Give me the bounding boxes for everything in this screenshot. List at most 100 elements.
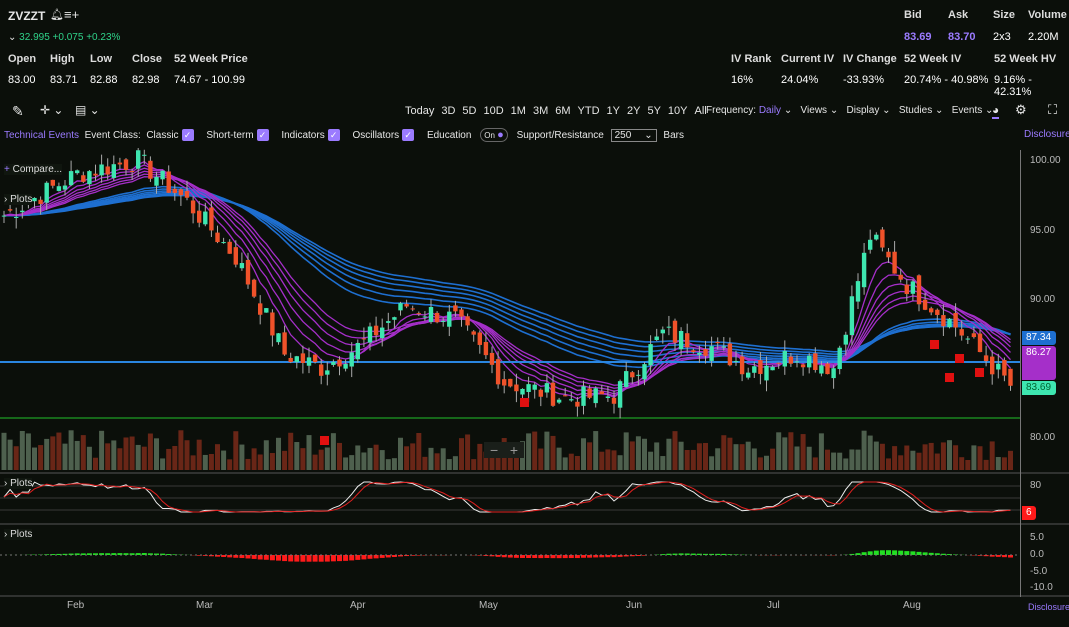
technical-events-link[interactable]: Technical Events (4, 130, 80, 141)
plots-toggle-osc[interactable]: › Plots (4, 478, 33, 489)
crosshair-icon[interactable]: ✛ ⌄ (40, 103, 64, 117)
range-6m[interactable]: 6M (555, 105, 571, 117)
plots-toggle-main[interactable]: › Plots (4, 194, 33, 205)
studies-dropdown[interactable]: Studies (898, 105, 933, 116)
volume-bar (788, 432, 794, 470)
candle (794, 361, 800, 363)
volume-bar (764, 455, 769, 470)
candle (563, 395, 568, 397)
disclosure-link[interactable]: Disclosure (1028, 602, 1069, 612)
price-tick: 80.00 (1030, 432, 1056, 443)
candle (678, 330, 684, 350)
plots-toggle-hist[interactable]: › Plots (4, 529, 33, 540)
candle (611, 397, 617, 404)
volume-bar (642, 438, 647, 470)
candle (977, 333, 983, 353)
volume-bar (587, 442, 593, 470)
candle (38, 199, 43, 204)
range-1m[interactable]: 1M (510, 105, 526, 117)
views-dropdown[interactable]: Views (800, 105, 828, 116)
histogram-bar (623, 555, 629, 557)
volume-bar (379, 450, 385, 470)
range-10y[interactable]: 10Y (667, 105, 688, 117)
candle (605, 396, 611, 398)
short-term-checkbox[interactable]: ✓ (256, 129, 269, 142)
candle (239, 263, 245, 269)
histogram-bar (947, 554, 952, 555)
candle (123, 159, 129, 170)
zoom-in-icon[interactable]: + (509, 442, 519, 458)
candle (282, 332, 287, 355)
stat-value: 74.67 - 100.99 (174, 74, 245, 86)
range-3m[interactable]: 3M (532, 105, 549, 117)
gear-icon[interactable]: ⚙ (1015, 102, 1027, 117)
candle (831, 368, 836, 379)
histogram-bar (855, 553, 861, 555)
histogram-bar (62, 553, 68, 555)
volume-bar (196, 439, 202, 470)
volume-bar (483, 451, 489, 470)
month-tick: Aug (903, 600, 921, 611)
histogram-bar (367, 555, 373, 559)
range-today[interactable]: Today (405, 105, 435, 117)
range-5y[interactable]: 5Y (647, 105, 661, 117)
ma-short-line (3, 175, 1011, 386)
histogram-bar (690, 553, 696, 555)
range-1y[interactable]: 1Y (606, 105, 620, 117)
frequency-dropdown[interactable]: Daily (758, 105, 782, 116)
histogram-bar (300, 555, 306, 562)
candle (172, 188, 177, 193)
alert-bell-icon[interactable]: 🔔︎ (50, 9, 64, 21)
events-overlay-icon[interactable]: ◕ (992, 103, 1000, 119)
indicators-checkbox[interactable]: ✓ (327, 129, 340, 142)
price-chart[interactable] (0, 148, 1069, 598)
draw-pencil-icon[interactable]: ✎ (12, 103, 24, 119)
candle (733, 360, 739, 362)
range-3d[interactable]: 3D (441, 105, 456, 117)
bars-select[interactable]: 250 ⌄ (610, 129, 657, 142)
range-5d[interactable]: 5D (462, 105, 477, 117)
notes-icon[interactable]: ▤ ⌄ (75, 103, 100, 117)
stat-label: Low (90, 53, 112, 65)
histogram-bar (379, 555, 385, 558)
candle (190, 200, 196, 214)
zoom-out-icon[interactable]: − (490, 442, 499, 458)
disclosure-link-top[interactable]: Disclosure (1024, 129, 1069, 140)
histogram-bar (995, 555, 1001, 557)
classic-checkbox[interactable]: ✓ (181, 129, 194, 142)
education-toggle[interactable]: On ● (480, 128, 508, 142)
candle (721, 346, 726, 348)
histogram-bar (141, 553, 147, 555)
add-watchlist-icon[interactable]: ≡+ (64, 7, 80, 22)
candle (489, 352, 495, 365)
range-ytd[interactable]: YTD (577, 105, 600, 117)
events-dropdown[interactable]: Events (951, 105, 983, 116)
candle (56, 186, 62, 191)
volume-bar (337, 442, 342, 470)
volume-bar (538, 448, 544, 470)
candle (380, 327, 385, 339)
range-all[interactable]: All (694, 105, 707, 117)
candle (581, 386, 586, 406)
range-10d[interactable]: 10D (483, 105, 504, 117)
zoom-controls[interactable]: − + (484, 442, 525, 458)
event-marker (930, 340, 939, 349)
oscillators-checkbox[interactable]: ✓ (402, 129, 415, 142)
volume-bar (934, 453, 940, 470)
candle (221, 242, 226, 244)
candle (288, 357, 293, 363)
candle (294, 356, 299, 363)
volume-bar (93, 457, 98, 470)
range-2y[interactable]: 2Y (626, 105, 641, 117)
chevron-down-icon[interactable]: ⌄ (8, 32, 20, 43)
quote-value: 2x3 (993, 31, 1011, 43)
compare-button[interactable]: + Compare... (4, 164, 63, 175)
display-dropdown[interactable]: Display (846, 105, 880, 116)
fullscreen-icon[interactable]: ⛶ (1048, 102, 1058, 117)
last-price-tag: 83.69 (1022, 381, 1056, 395)
volume-bar (154, 438, 159, 470)
volume-bar (867, 435, 873, 470)
histogram-bar (416, 555, 422, 556)
volume-bar (971, 445, 977, 470)
candle (343, 363, 348, 369)
